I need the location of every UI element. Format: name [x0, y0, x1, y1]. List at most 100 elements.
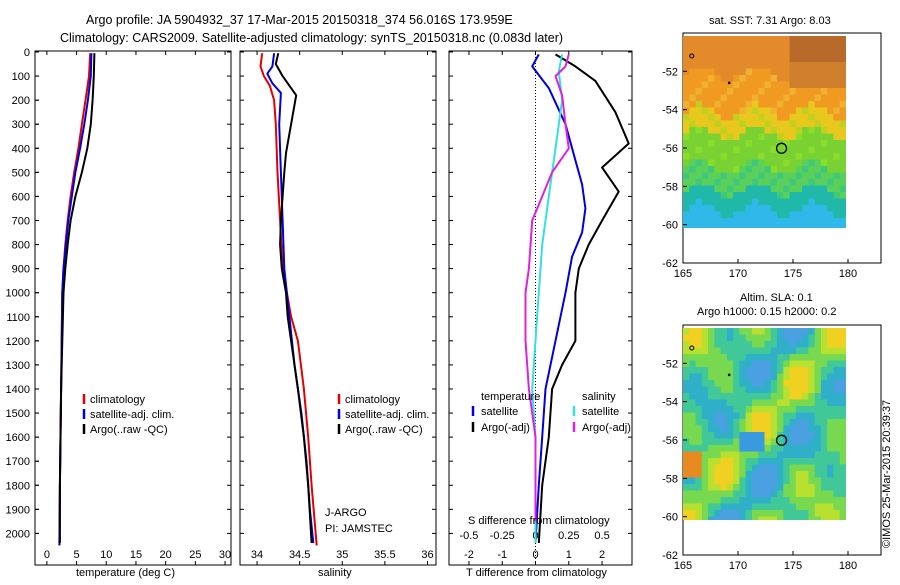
map-cell — [739, 205, 747, 213]
map-cell — [833, 380, 841, 388]
map-cell — [733, 393, 741, 401]
map-cell — [839, 334, 846, 342]
map-cell — [795, 101, 803, 109]
map-cell — [689, 127, 697, 135]
map-cell — [701, 451, 709, 459]
map-cell — [726, 120, 734, 128]
map-cell — [726, 393, 734, 401]
map-cell — [695, 464, 703, 472]
map-cell — [789, 49, 797, 57]
map-cell — [720, 334, 728, 342]
map-cell — [745, 114, 753, 122]
map-cell — [695, 114, 703, 122]
depth-tick-label: 300 — [12, 119, 30, 131]
map-cell — [770, 140, 778, 148]
map-cell — [820, 211, 828, 219]
map-cell — [820, 328, 828, 336]
map-cell — [695, 477, 703, 485]
map-cell — [739, 218, 747, 226]
lat-tick-label: -58 — [662, 473, 678, 485]
map-cell — [770, 464, 778, 472]
map-cell — [808, 107, 816, 115]
map-cell — [720, 347, 728, 355]
map-cell — [733, 146, 741, 154]
map-cell — [683, 360, 690, 368]
map-cell — [833, 107, 841, 115]
map-cell — [783, 458, 791, 466]
map-cell — [726, 412, 734, 420]
map-cell — [683, 471, 690, 479]
map-cell — [764, 380, 772, 388]
map-cell — [839, 218, 846, 226]
map-cell — [777, 380, 784, 388]
lat-tick-label: -52 — [662, 66, 678, 78]
map-cell — [739, 166, 747, 174]
legend-label-climatology: climatology — [345, 394, 401, 406]
map-cell — [751, 360, 759, 368]
depth-tick-label: 800 — [12, 240, 30, 252]
map-cell — [814, 107, 822, 115]
map-cell — [827, 140, 835, 148]
map-cell — [802, 484, 809, 492]
previous-position-dot — [727, 81, 731, 85]
map-cell — [683, 497, 690, 505]
map-cell — [701, 328, 709, 336]
map-cell — [695, 198, 703, 206]
map-cell — [708, 334, 715, 342]
map-cell — [683, 218, 690, 226]
map-cell — [839, 205, 846, 213]
map-cell — [720, 360, 728, 368]
map-cell — [708, 166, 715, 174]
map-cell — [802, 101, 809, 109]
map-cell — [827, 419, 835, 427]
map-cell — [708, 133, 715, 141]
difference-xlabel: T difference from climatology — [466, 567, 607, 579]
map-cell — [708, 386, 715, 394]
map-cell — [833, 114, 841, 122]
map-cell — [833, 75, 841, 83]
map-cell — [808, 133, 816, 141]
map-cell — [689, 477, 697, 485]
map-cell — [789, 477, 797, 485]
map-cell — [820, 81, 828, 89]
map-cell — [814, 445, 822, 453]
map-cell — [745, 438, 753, 446]
map-cell — [726, 55, 734, 63]
map-cell — [695, 166, 703, 174]
x-tick-label: 0 — [44, 549, 50, 561]
map-cell — [726, 438, 734, 446]
map-cell — [783, 510, 791, 518]
map-cell — [708, 373, 715, 381]
map-cell — [777, 166, 784, 174]
map-cell — [814, 172, 822, 180]
map-cell — [751, 380, 759, 388]
map-cell — [683, 367, 690, 375]
map-cell — [695, 185, 703, 193]
map-cell — [827, 341, 835, 349]
map-cell — [808, 88, 816, 96]
map-cell — [683, 432, 690, 440]
float-position-marker — [775, 142, 788, 154]
map-cell — [820, 101, 828, 109]
map-cell — [714, 68, 722, 76]
map-cell — [726, 425, 734, 433]
map-cell — [795, 140, 803, 148]
map-cell — [701, 406, 709, 414]
map-cell — [733, 94, 741, 102]
map-cell — [695, 386, 703, 394]
map-cell — [720, 393, 728, 401]
map-cell — [814, 490, 822, 498]
map-cell — [833, 412, 841, 420]
map-cell — [726, 62, 734, 70]
map-cell — [770, 42, 778, 50]
map-cell — [777, 412, 784, 420]
map-cell — [701, 159, 709, 167]
map-cell — [751, 347, 759, 355]
map-cell — [820, 516, 828, 520]
map-cell — [708, 211, 715, 219]
map-cell — [795, 133, 803, 141]
map-cell — [839, 36, 846, 44]
map-cell — [789, 471, 797, 479]
map-cell — [808, 419, 816, 427]
